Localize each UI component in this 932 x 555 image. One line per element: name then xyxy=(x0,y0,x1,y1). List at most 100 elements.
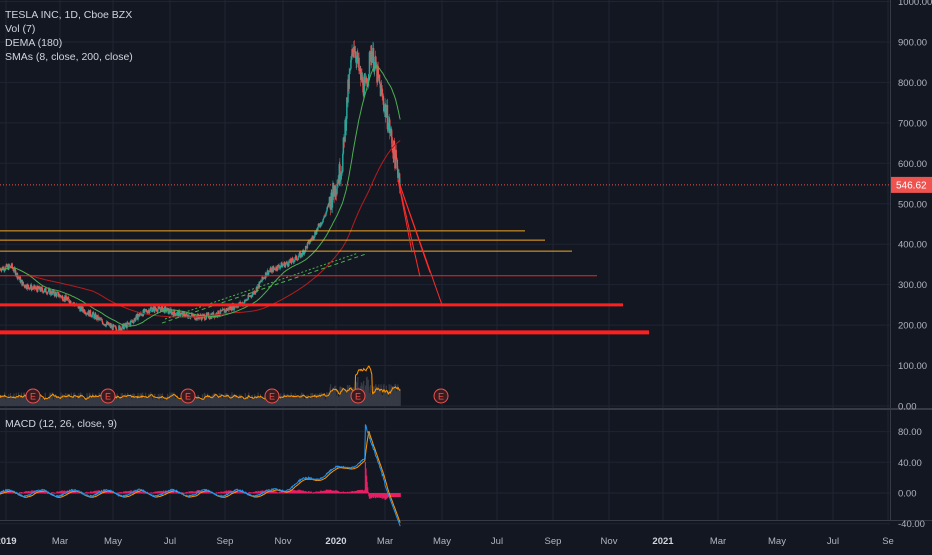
candle-body xyxy=(395,157,398,160)
candle-body xyxy=(397,174,400,178)
indicator-macd[interactable]: MACD (12, 26, close, 9) xyxy=(5,418,118,430)
macd-histogram-bar xyxy=(22,492,24,494)
candle-body xyxy=(350,56,353,60)
candle-body xyxy=(334,185,336,196)
time-axis-tick-label: 2019 xyxy=(0,536,17,547)
candle-body xyxy=(362,76,364,93)
candle-body xyxy=(382,96,385,105)
candle-body xyxy=(279,265,282,267)
candle-body xyxy=(155,309,158,312)
candle-body xyxy=(121,324,124,329)
candle-body xyxy=(191,313,194,316)
projection-line xyxy=(397,179,443,306)
candle-body xyxy=(244,299,246,303)
candle-body xyxy=(346,97,348,119)
candle-body xyxy=(380,85,382,97)
candle-body xyxy=(98,317,100,319)
candle-body xyxy=(177,310,180,317)
candle-body xyxy=(255,291,257,293)
candle-body xyxy=(350,59,352,69)
candle-body xyxy=(14,267,16,271)
candle-body xyxy=(27,284,30,288)
candle-body xyxy=(58,296,60,298)
macd-histogram-bar xyxy=(307,491,310,494)
macd-histogram-bar xyxy=(106,491,108,494)
candle-body xyxy=(355,57,358,64)
candle-body xyxy=(214,314,216,318)
candle-body xyxy=(118,325,121,327)
time-axis-tick-label: Mar xyxy=(710,536,726,547)
candle-body xyxy=(164,306,167,308)
candle-body xyxy=(53,290,55,295)
candle-body xyxy=(54,292,56,296)
macd-histogram-bar xyxy=(19,492,21,494)
last-price-tag xyxy=(891,176,932,193)
candle-body xyxy=(59,294,62,297)
candle-body xyxy=(303,250,306,254)
indicator-dema[interactable]: DEMA (180) xyxy=(5,37,63,49)
earnings-marker xyxy=(350,388,366,404)
candle-body xyxy=(302,250,304,256)
projection-line xyxy=(397,179,421,277)
volume-bar xyxy=(399,388,401,406)
volume-bar xyxy=(248,392,250,406)
price-axis-tick-label: 100.00 xyxy=(898,361,927,372)
price-axis-tick-label: 600.00 xyxy=(898,159,927,170)
candle-body xyxy=(266,274,268,277)
candle-body xyxy=(161,305,164,312)
volume-bar xyxy=(318,393,321,406)
volume-bar xyxy=(132,393,134,406)
candle-body xyxy=(93,314,96,319)
candle-body xyxy=(398,173,401,188)
indicator-vol[interactable]: Vol (7) xyxy=(5,23,36,35)
earnings-marker xyxy=(264,388,280,404)
candle-body xyxy=(293,260,295,263)
candle-body xyxy=(394,149,397,169)
candle-body xyxy=(183,312,186,316)
candle-body xyxy=(393,140,396,155)
candle-body xyxy=(368,52,371,74)
candle-body xyxy=(54,292,57,294)
candle-body xyxy=(281,264,284,268)
candle-body xyxy=(65,295,67,299)
macd-histogram-bar xyxy=(110,492,112,494)
candle-body xyxy=(345,118,348,131)
candle-body xyxy=(41,287,44,291)
candle-body xyxy=(126,322,128,329)
candle-body xyxy=(9,265,12,267)
candle-body xyxy=(367,80,370,82)
candle-body xyxy=(258,281,261,288)
candle-body xyxy=(322,219,324,223)
candle-body xyxy=(313,238,315,240)
candle-body xyxy=(20,279,22,283)
candle-body xyxy=(29,287,31,289)
candle-body xyxy=(172,312,174,314)
symbol-title[interactable]: TESLA INC, 1D, Cboe BZX xyxy=(5,9,133,21)
candle-body xyxy=(365,77,368,83)
candle-body xyxy=(306,243,309,249)
candle-body xyxy=(395,149,397,158)
volume-bar xyxy=(68,394,70,406)
indicator-smas[interactable]: SMAs (8, close, 200, close) xyxy=(5,51,133,63)
candle-body xyxy=(233,305,236,310)
volume-bar xyxy=(292,394,295,406)
candle-body xyxy=(107,322,110,326)
candle-body xyxy=(51,290,53,295)
macd-histogram-bar xyxy=(399,493,401,498)
candle-body xyxy=(22,281,24,285)
candle-body xyxy=(391,137,393,148)
candle-body xyxy=(267,271,270,275)
candle-body xyxy=(160,307,162,312)
macd-histogram-bar xyxy=(183,493,185,495)
candle-body xyxy=(158,306,160,307)
candle-body xyxy=(308,240,310,244)
candle-body xyxy=(318,224,321,227)
macd-histogram-bar xyxy=(151,492,153,494)
candle-body xyxy=(314,231,317,234)
candle-body xyxy=(308,242,311,244)
candle-body xyxy=(314,231,316,237)
candle-body xyxy=(250,295,252,297)
candle-body xyxy=(377,74,380,76)
